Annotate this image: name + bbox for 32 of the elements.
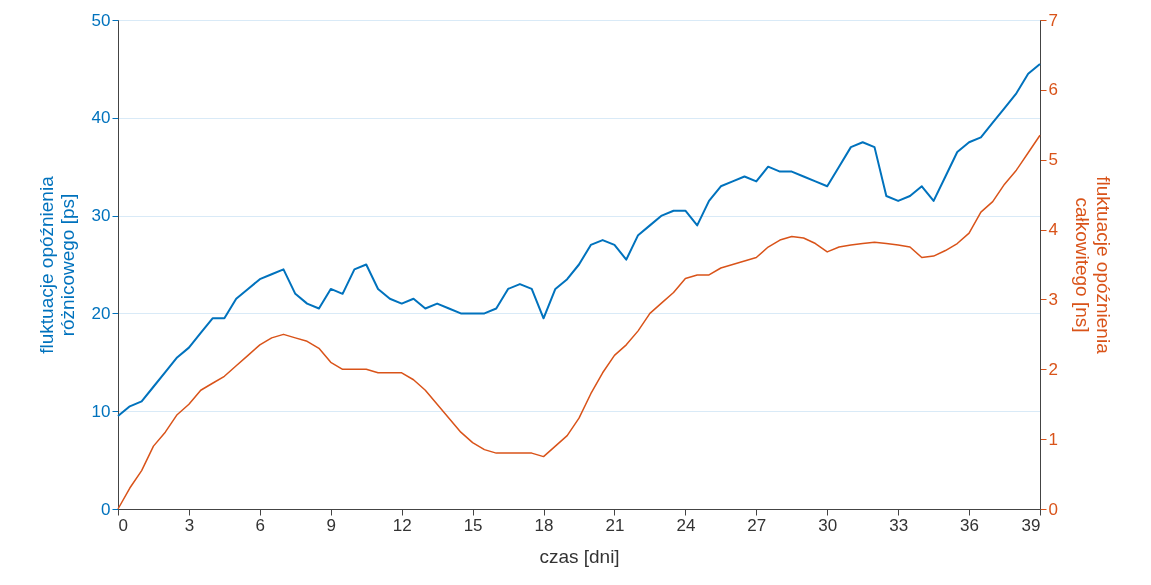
line-series [117,63,1041,418]
y-tick-label: 20 [91,303,111,323]
x-tick-label: 6 [255,515,266,535]
y-tick-label: 50 [91,10,111,30]
x-tick-label: 0 [118,515,128,535]
y2-tick-label: 7 [1048,10,1058,30]
y2-tick-label: 5 [1048,150,1058,170]
x-tick-label: 9 [326,515,336,535]
y2-tick-label: 4 [1048,220,1058,240]
y2-tick-label: 2 [1048,359,1058,379]
x-tick-label: 21 [605,515,625,535]
x-tick-label: 3 [184,515,195,535]
y-axis-title: fluktuacje opóźnienia różnicowego [ps] [35,175,78,354]
y-tick-label: 30 [91,206,111,226]
x-axis-title: czas [dni] [539,545,620,567]
x-tick-label: 36 [960,515,980,535]
x-tick-label: 33 [889,515,909,535]
x-tick-label: 24 [676,515,696,535]
x-tick-label: 27 [747,515,767,535]
y-tick-label: 40 [91,108,111,128]
x-tick-label: 30 [818,515,838,535]
y-tick-label: 0 [101,499,111,519]
x-tick-label: 15 [463,515,483,535]
x-tick-label: 39 [1021,515,1041,535]
y2-axis-title: fluktuacje opóźnienia całkowitego [ns] [1071,176,1114,355]
y-tick-label: 10 [91,401,111,421]
y2-tick-label: 1 [1048,429,1058,449]
x-tick-label: 18 [534,515,554,535]
y2-tick-label: 0 [1048,499,1058,519]
y2-tick-label: 6 [1048,80,1058,100]
x-tick-label: 12 [392,515,412,535]
y2-tick-label: 3 [1048,289,1058,309]
